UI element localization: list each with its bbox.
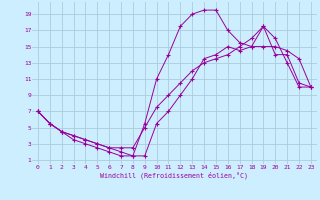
X-axis label: Windchill (Refroidissement éolien,°C): Windchill (Refroidissement éolien,°C)	[100, 171, 248, 179]
